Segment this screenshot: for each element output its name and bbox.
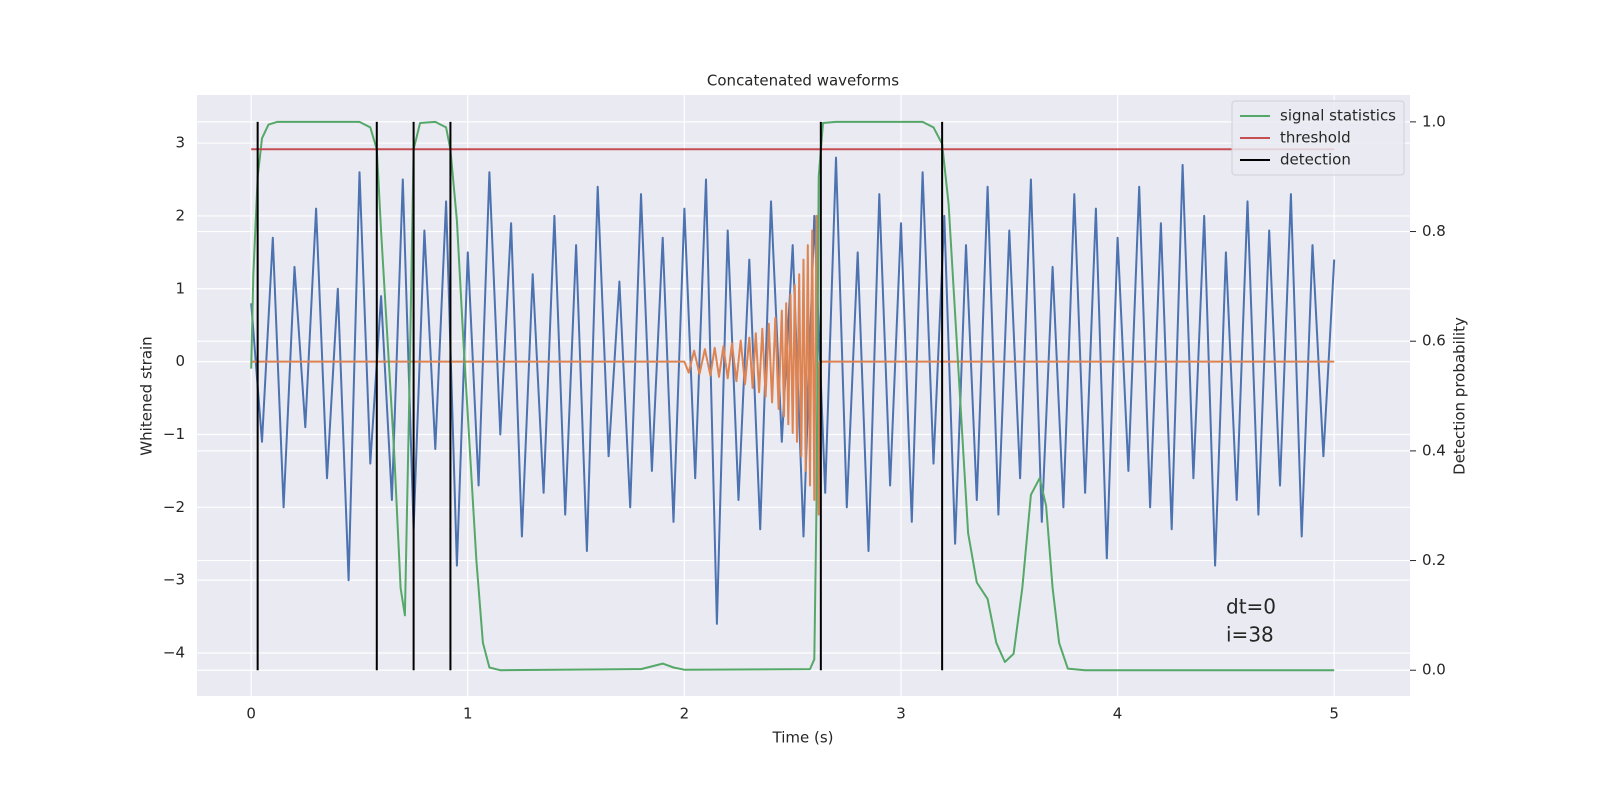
y2-tick-label: 0.6 — [1422, 332, 1446, 350]
y-axis-label: Whitened strain — [138, 336, 156, 455]
series-line — [251, 214, 1335, 516]
chart-title: Concatenated waveforms — [707, 72, 899, 90]
annotation: dt=0 — [1226, 595, 1276, 619]
y2-axis-label: Detection probability — [1451, 317, 1469, 475]
y2-tick-label: 1.0 — [1422, 112, 1446, 130]
y-tick-label: −2 — [163, 498, 185, 516]
x-tick-label: 5 — [1329, 705, 1339, 723]
y-tick-label: −4 — [163, 644, 185, 662]
legend-label: signal statistics — [1280, 107, 1396, 125]
y2-tick-label: 0.8 — [1422, 222, 1446, 240]
x-tick-label: 1 — [463, 705, 473, 723]
x-tick-label: 4 — [1113, 705, 1123, 723]
y2-tick-label: 0.4 — [1422, 441, 1446, 459]
y-tick-label: 0 — [175, 352, 185, 370]
series-line — [250, 120, 1335, 672]
x-tick-label: 2 — [680, 705, 690, 723]
legend-label: detection — [1280, 151, 1351, 169]
plot-area — [197, 95, 1410, 696]
legend-box — [1231, 100, 1405, 176]
y-tick-label: −3 — [163, 571, 185, 589]
x-tick-label: 3 — [896, 705, 906, 723]
x-tick-label: 0 — [246, 705, 256, 723]
y2-tick-label: 0.0 — [1422, 661, 1446, 679]
y-tick-label: −1 — [163, 425, 185, 443]
x-axis-label: Time (s) — [772, 729, 834, 747]
y2-tick-label: 0.2 — [1422, 551, 1446, 569]
y-tick-label: 2 — [175, 206, 185, 224]
y-tick-label: 1 — [175, 279, 185, 297]
series-line — [250, 156, 1336, 625]
legend-label: threshold — [1280, 129, 1351, 147]
y-tick-label: 3 — [175, 134, 185, 152]
annotation: i=38 — [1226, 623, 1274, 647]
